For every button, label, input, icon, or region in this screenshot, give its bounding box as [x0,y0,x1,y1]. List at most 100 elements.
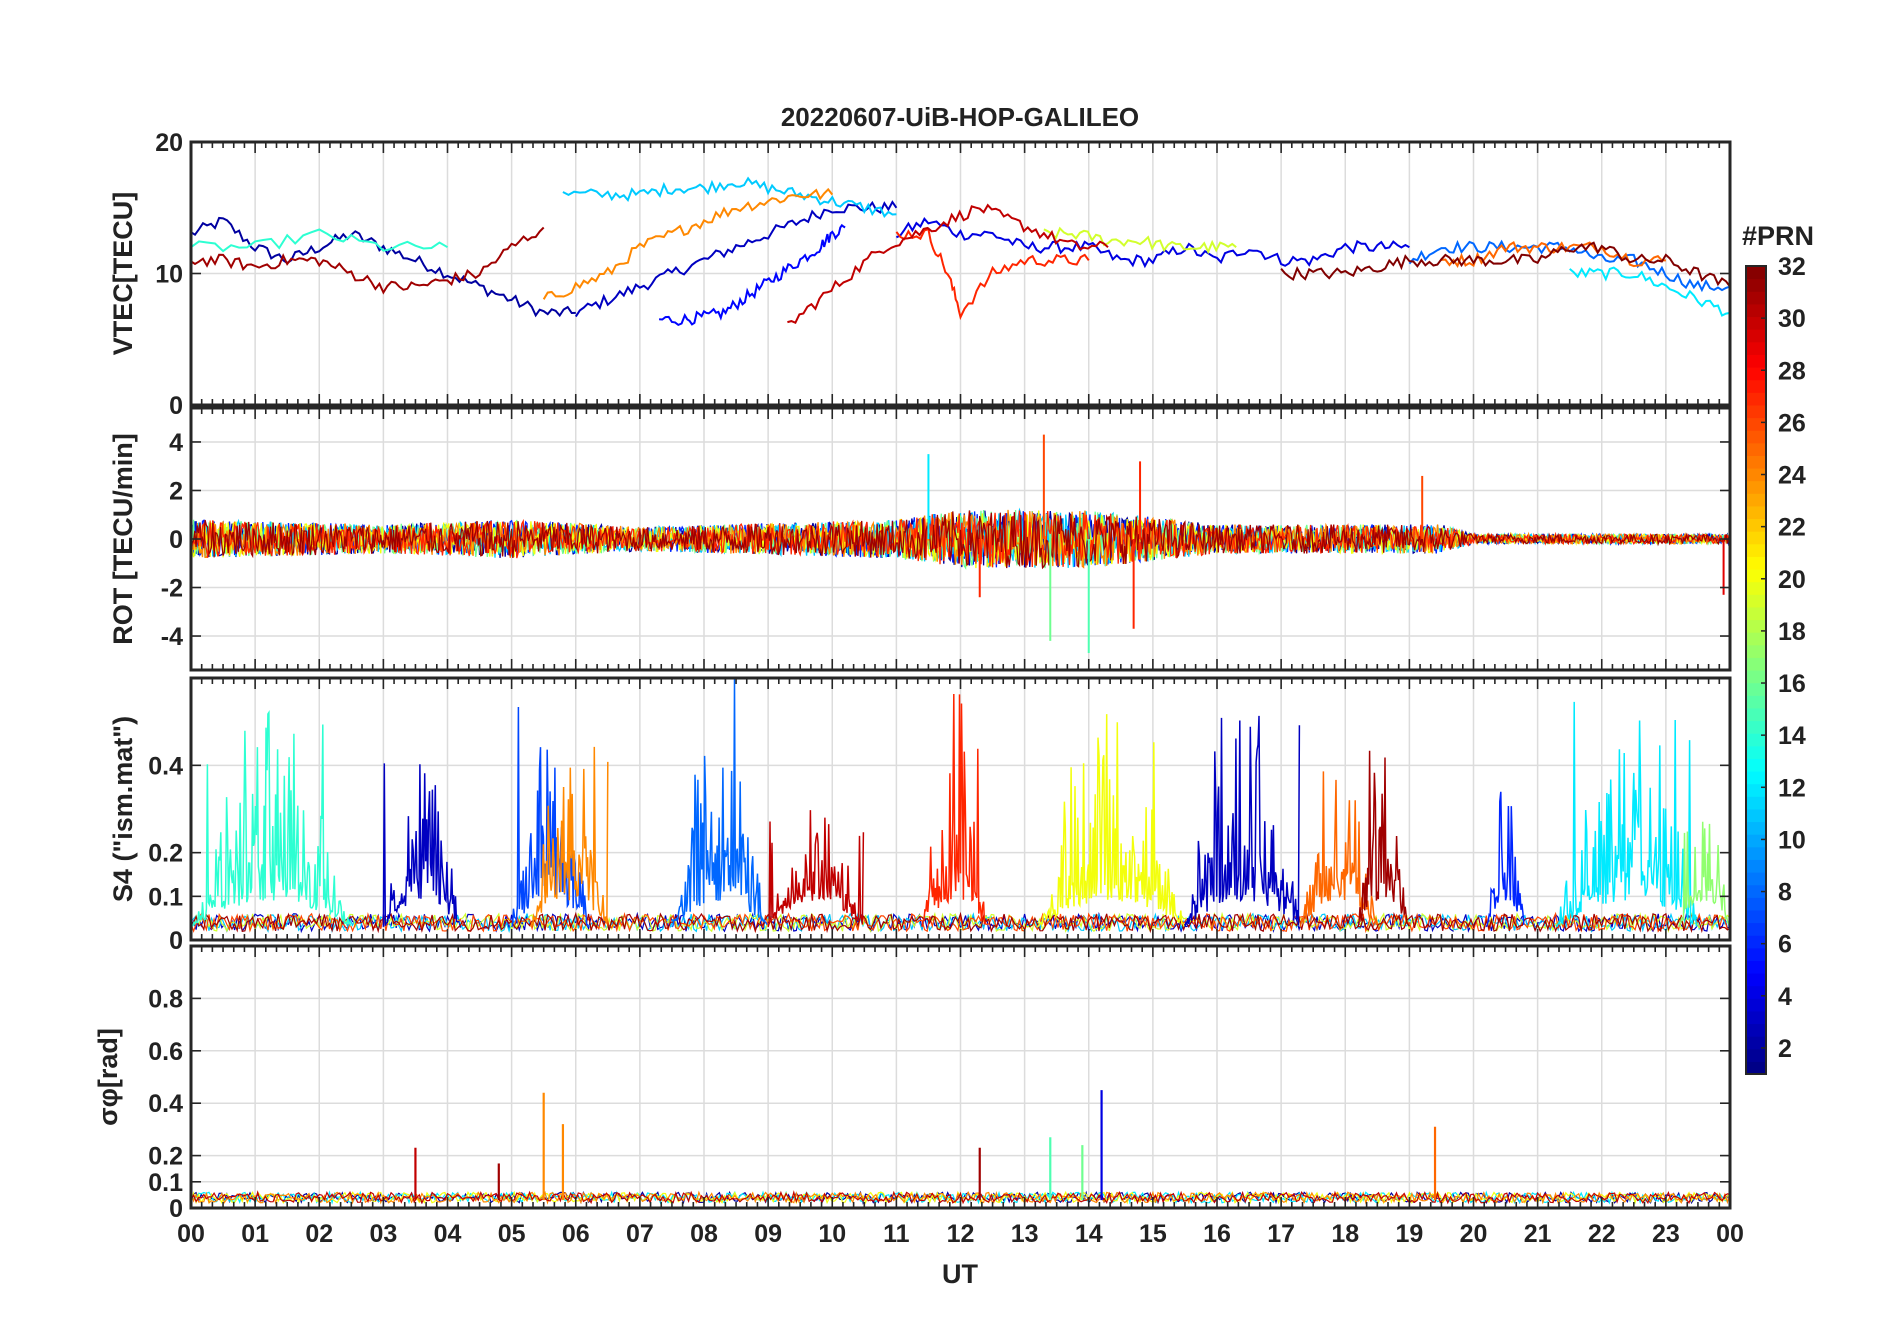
colorbar-tick-label: 4 [1778,983,1792,1011]
colorbar-swatch [1746,884,1766,898]
series-line-prn-27 [895,227,1090,321]
x-tick-label: 06 [562,1220,590,1248]
colorbar-swatch [1746,493,1766,507]
colorbar-swatch [1746,872,1766,886]
colorbar-swatch [1746,644,1766,658]
x-tick-label: 15 [1139,1220,1167,1248]
colorbar-tick-label: 12 [1778,774,1806,802]
colorbar-swatch [1746,392,1766,406]
colorbar-swatch [1746,935,1766,949]
colorbar-swatch [1746,480,1766,494]
colorbar-swatch [1746,518,1766,532]
colorbar-frame [1745,265,1767,1075]
series-line-prn-31 [190,226,545,295]
y-axis-label: VTEC[TECU] [108,192,138,356]
panel-s4: 0 0.1 0.2 0.4 S4 ("ism.mat") [108,676,1732,955]
y-tick-label: 0 [169,526,183,554]
colorbar-label: #PRN [1742,221,1814,251]
colorbar-swatch [1746,960,1766,974]
colorbar-swatch [1746,468,1766,482]
y-tick-label: -2 [161,575,183,603]
series-line-prn-12 [1569,266,1731,317]
x-axis-label: UT [942,1259,978,1289]
colorbar-swatch [1746,430,1766,444]
s4-band-prn-27 [921,693,987,928]
colorbar-swatch [1746,1061,1766,1075]
colorbar-swatch [1746,341,1766,355]
colorbar-swatch [1746,455,1766,469]
colorbar-swatch [1746,278,1766,292]
colorbar-swatch [1746,367,1766,381]
series-line-prn-3 [574,200,898,318]
y-tick-label: 0.2 [148,1143,183,1171]
y-axis-label: ROT [TECU/min] [108,433,138,644]
s4-band-prn-14 [190,710,352,928]
colorbar-swatch [1746,846,1766,860]
colorbar-tick-label: 30 [1778,305,1806,333]
x-tick-label: 22 [1588,1220,1616,1248]
colorbar-swatch [1746,316,1766,330]
colorbar-swatch [1746,594,1766,608]
colorbar-tick-label: 2 [1778,1035,1792,1063]
y-tick-label: 0.6 [148,1038,183,1066]
colorbar-swatch [1746,1023,1766,1037]
x-tick-label: 07 [626,1220,654,1248]
colorbar-swatch [1746,909,1766,924]
colorbar-swatch [1746,354,1766,368]
colorbar-swatch [1746,1036,1766,1050]
x-tick-label: 17 [1267,1220,1295,1248]
colorbar-swatch [1746,947,1766,961]
s4-band-prn-12 [1556,701,1698,928]
data-vtec [190,176,1731,327]
colorbar-swatch [1746,657,1766,671]
colorbar-swatch [1746,632,1766,646]
colorbar-swatch [1746,670,1766,684]
colorbar-swatch [1746,556,1766,570]
colorbar-swatch [1746,329,1766,343]
colorbar-swatch [1746,442,1766,456]
s4-band-prn-20 [1036,714,1186,928]
x-tick-label: 00 [1716,1220,1744,1248]
series-line-prn-19 [1043,226,1237,255]
colorbar-tick-label: 18 [1778,618,1806,646]
colorbar-swatch [1746,998,1766,1012]
x-tick-label: 16 [1203,1220,1231,1248]
panel-sigma_phi: 00.10.2 0.4 0.6 0.8 σφ[rad] [93,944,1732,1223]
colorbar-swatch [1746,379,1766,393]
series-line-prn-2 [190,216,576,318]
colorbar-swatch [1746,303,1766,318]
colorbar-swatch [1746,985,1766,999]
colorbar-tick-label: 16 [1778,670,1806,698]
colorbar-swatch [1746,834,1766,848]
colorbar-swatch [1746,808,1766,823]
colorbar-swatch [1746,859,1766,873]
x-tick-label: 13 [1011,1220,1039,1248]
colorbar-tick-label: 32 [1778,253,1806,281]
x-tick-label: 19 [1395,1220,1423,1248]
series-line-prn-5 [659,223,846,327]
series-line-prn-14 [190,228,449,253]
s4-band-prn-17 [1677,821,1731,928]
x-tick-label: 03 [369,1220,397,1248]
x-tick-label: 09 [754,1220,782,1248]
colorbar-swatch [1746,543,1766,557]
s4-band-prn-6 [1485,791,1525,928]
rot-trace-prn-27 [190,510,1731,568]
colorbar-swatch [1746,619,1766,633]
s4-band-prn-31 [1357,750,1410,928]
x-tick-label: 05 [498,1220,526,1248]
y-axis-label: σφ[rad] [93,1028,123,1126]
x-tick-label: 01 [241,1220,269,1248]
x-tick-label: 11 [883,1220,910,1248]
x-tick-label: 20 [1460,1220,1488,1248]
colorbar-swatch [1746,606,1766,621]
y-tick-label: 2 [169,477,183,505]
data-s4 [190,678,1731,934]
y-tick-label: 0 [169,392,183,420]
colorbar-tick-label: 8 [1778,879,1792,907]
colorbar-swatch [1746,531,1766,545]
colorbar-tick-label: 10 [1778,826,1806,854]
colorbar-swatch [1746,745,1766,759]
